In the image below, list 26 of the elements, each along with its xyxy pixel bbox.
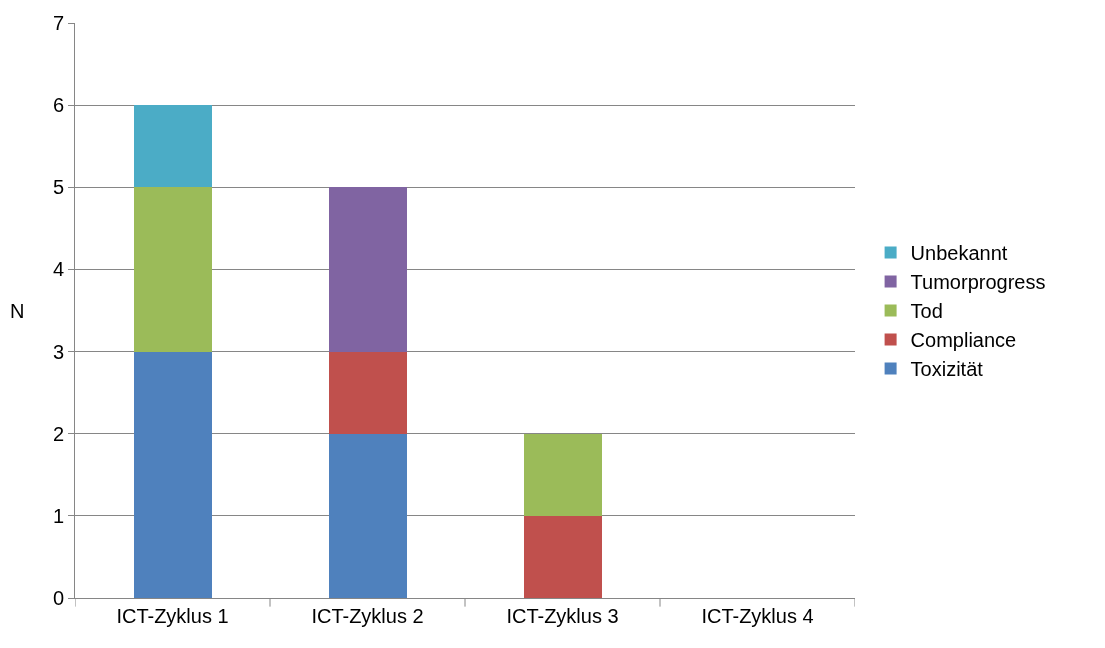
legend-label: Compliance [910,329,1017,352]
bar [523,433,602,516]
legend-label: Tod [910,300,943,323]
y-tick-label: 2 [52,422,64,445]
y-tick-label: 1 [52,504,64,527]
y-tick-label: 7 [52,12,64,34]
legend-label: Unbekannt [910,242,1008,265]
bar [328,187,407,352]
y-tick-label: 4 [52,258,64,281]
bar [133,351,212,598]
x-tick-label: ICT-Zyklus 3 [506,605,619,627]
x-tick-label: ICT-Zyklus 2 [311,605,424,627]
legend-label: Toxizität [910,358,984,381]
bar [133,187,212,352]
y-tick-label: 0 [52,587,64,609]
legend-label: Tumorprogress [910,271,1046,294]
x-tick-label: ICT-Zyklus 4 [701,605,814,627]
bar [523,515,602,598]
y-tick-label: 5 [52,176,64,199]
bar [328,351,407,434]
y-tick-label: 3 [52,340,64,363]
bar [133,105,212,188]
y-tick-label: 6 [52,94,64,117]
x-tick-label: ICT-Zyklus 1 [116,605,229,627]
bar [328,433,407,598]
y-axis-title: N [10,300,25,322]
